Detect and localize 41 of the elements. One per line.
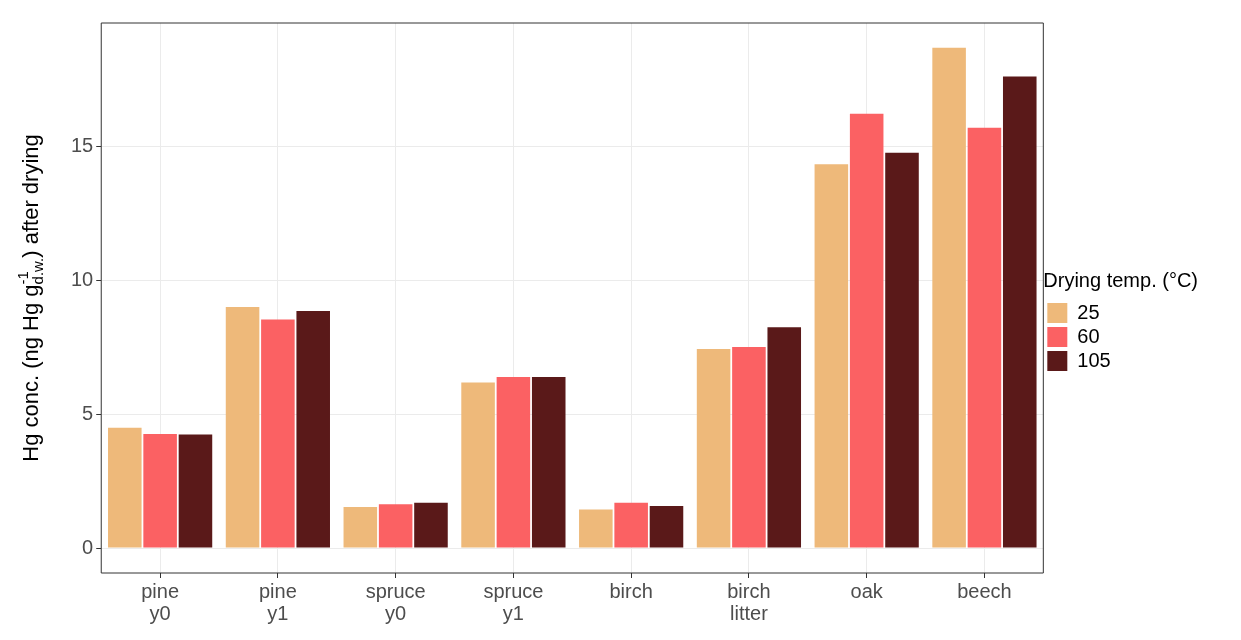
x-tick-label: oak [850, 579, 884, 602]
x-tick-label: beech [957, 579, 1012, 602]
legend-label: 105 [1077, 348, 1111, 371]
bar [261, 319, 295, 548]
bar [531, 376, 566, 548]
x-tick-label: spruce y1 [483, 579, 544, 624]
bar [932, 47, 966, 548]
bar [649, 506, 684, 548]
bar [496, 376, 531, 548]
bar [225, 306, 260, 548]
bar [579, 509, 613, 548]
bar [378, 504, 413, 548]
y-tick-label: 5 [82, 401, 94, 424]
bar [1002, 76, 1037, 548]
x-tick-label: pine y1 [258, 579, 297, 624]
bar [849, 113, 884, 548]
y-tick-label: 10 [71, 267, 94, 290]
bar [767, 327, 802, 548]
bar [108, 427, 142, 548]
bar [343, 507, 378, 548]
bar [143, 433, 177, 548]
bar [461, 382, 495, 548]
legend-label: 60 [1077, 324, 1100, 347]
bar [967, 127, 1002, 548]
legend-label: 25 [1077, 300, 1100, 323]
bar [414, 502, 448, 548]
bar [296, 310, 330, 548]
bar [732, 346, 766, 548]
x-tick-label: pine y0 [141, 579, 180, 624]
y-tick-label: 0 [82, 535, 94, 558]
y-axis-title: Hg conc. (ng Hg gd.w.-1) after drying [14, 134, 46, 462]
legend-title: Drying temp. (°C) [1043, 268, 1198, 291]
bar [696, 349, 731, 548]
bar [814, 164, 849, 548]
x-tick-label: birch [609, 579, 653, 602]
bar [614, 502, 648, 548]
x-tick-label: spruce y0 [365, 579, 426, 624]
bar [885, 152, 919, 548]
y-tick-label: 15 [71, 133, 94, 156]
bar [178, 434, 213, 548]
x-tick-label: birch litter [727, 579, 771, 624]
